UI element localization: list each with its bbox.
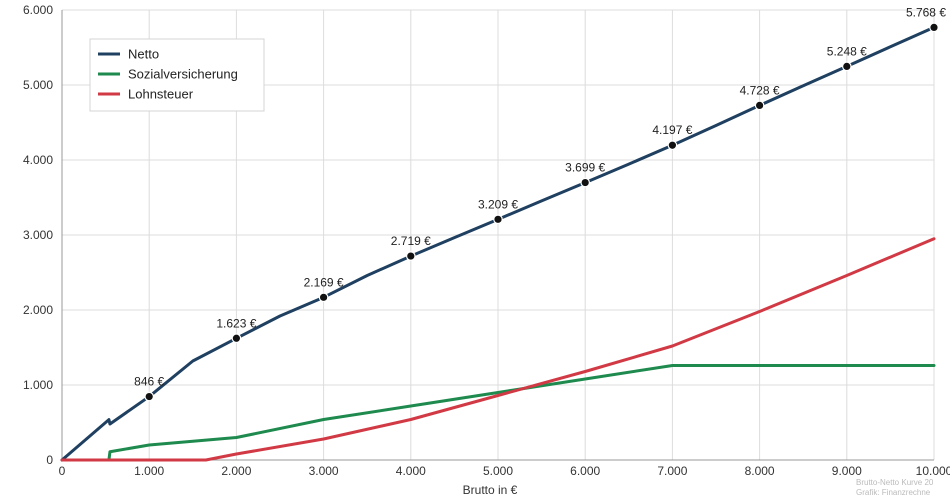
x-tick-label: 9.000 [832,464,862,478]
y-tick-label: 2.000 [23,303,53,317]
x-tick-label: 6.000 [570,464,600,478]
x-axis-label: Brutto in € [463,483,518,497]
axes: 0 1.000 2.000 3.000 4.000 5.000 6.000 7.000 8.00… [23,3,950,478]
y-tick-label: 5.000 [23,78,53,92]
netto-data-label: 5.768 € [906,5,946,19]
series-line-lohnsteuer [60,237,936,462]
y-tick-label: 6.000 [23,3,53,17]
netto-marker [405,251,416,261]
netto-data-label: 5.248 € [827,44,867,58]
netto-marker [580,177,590,188]
netto-data-label: 2.719 € [391,234,431,248]
netto-data-label: 3.699 € [565,161,605,175]
x-tick-label: 4.000 [396,464,426,478]
legend-label-sozialversicherung: Sozialversicherung [128,67,238,82]
watermark-line-1: Brutto-Netto Kurve 20 [856,478,934,487]
data-markers: 846 € 1.623 € 2.169 € 2.719 € 3.209 € 3.699 €… [134,5,946,402]
netto-data-label: 846 € [134,375,164,389]
series-line-sozialversicherung [107,364,936,462]
x-tick-label: 7.000 [657,464,687,478]
legend: Netto Sozialversicherung Lohnsteuer [89,38,265,112]
netto-data-label: 4.197 € [652,123,692,137]
x-tick-label: 5.000 [483,464,513,478]
x-tick-label: 8.000 [745,464,775,478]
netto-marker [144,391,154,402]
x-tick-label: 10.000 [916,464,950,478]
netto-data-label: 2.169 € [304,275,344,289]
series-line-netto [60,25,936,462]
netto-data-label: 4.728 € [740,83,780,97]
netto-data-label: 1.623 € [216,316,256,330]
y-tick-label: 3.000 [23,228,53,242]
netto-marker [841,61,852,72]
watermark: Brutto-Netto Kurve 20 Grafik: Finanzrech… [856,478,934,497]
netto-marker [667,140,678,151]
legend-label-netto: Netto [128,47,159,62]
x-tick-label: 1.000 [134,464,164,478]
x-tick-label: 2.000 [221,464,251,478]
netto-marker [318,292,329,303]
netto-data-label: 3.209 € [478,197,518,211]
netto-marker [754,100,765,111]
watermark-line-2: Grafik: Finanzrechne [856,488,931,497]
netto-marker [231,333,242,344]
y-tick-label: 1.000 [23,378,53,392]
y-tick-label: 0 [46,453,53,467]
netto-marker [929,22,939,33]
netto-marker [493,214,503,225]
x-tick-label: 0 [59,464,66,478]
series-lines [60,25,936,462]
legend-label-lohnsteuer: Lohnsteuer [128,87,194,102]
x-tick-label: 3.000 [309,464,339,478]
y-tick-label: 4.000 [23,153,53,167]
